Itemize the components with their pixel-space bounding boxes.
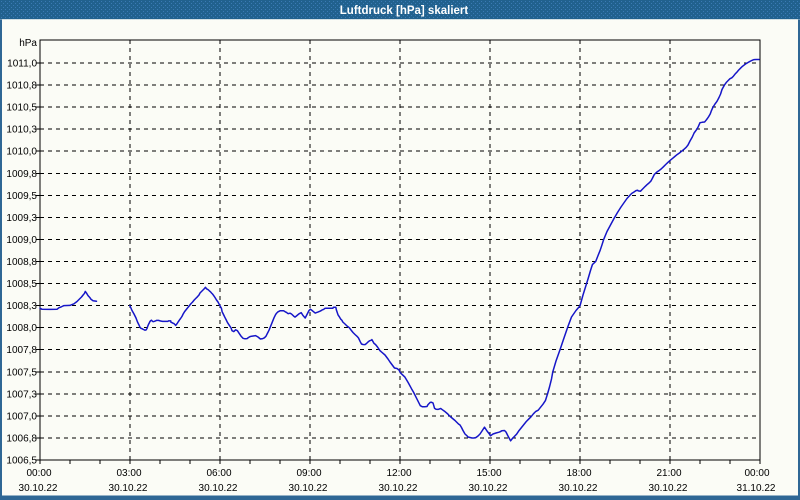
svg-text:1009,5: 1009,5	[6, 191, 37, 202]
svg-text:1010,3: 1010,3	[6, 125, 37, 136]
svg-text:21:00: 21:00	[656, 468, 681, 479]
svg-text:30.10.22: 30.10.22	[199, 483, 238, 494]
svg-text:30.10.22: 30.10.22	[649, 483, 688, 494]
svg-text:15:00: 15:00	[476, 468, 501, 479]
svg-text:1011,0: 1011,0	[7, 59, 37, 70]
svg-text:1008,8: 1008,8	[6, 257, 37, 268]
svg-text:1007,3: 1007,3	[6, 389, 37, 400]
svg-text:30.10.22: 30.10.22	[559, 483, 598, 494]
svg-text:Luftdruck [hPa] skaliert: Luftdruck [hPa] skaliert	[340, 5, 469, 17]
svg-text:1010,5: 1010,5	[6, 103, 37, 114]
svg-text:1007,8: 1007,8	[6, 345, 37, 356]
svg-text:09:00: 09:00	[296, 468, 321, 479]
svg-text:30.10.22: 30.10.22	[289, 483, 328, 494]
svg-text:1007,5: 1007,5	[6, 367, 37, 378]
svg-text:1007,0: 1007,0	[6, 411, 37, 422]
svg-text:30.10.22: 30.10.22	[19, 483, 58, 494]
svg-text:1009,0: 1009,0	[6, 235, 37, 246]
svg-text:1009,3: 1009,3	[6, 213, 37, 224]
svg-text:12:00: 12:00	[386, 468, 411, 479]
svg-text:00:00: 00:00	[744, 468, 769, 479]
svg-text:30.10.22: 30.10.22	[379, 483, 418, 494]
svg-text:30.10.22: 30.10.22	[109, 483, 148, 494]
svg-text:1008,3: 1008,3	[6, 301, 37, 312]
svg-text:1010,0: 1010,0	[6, 147, 37, 158]
svg-text:1010,8: 1010,8	[6, 81, 37, 92]
svg-text:1008,0: 1008,0	[6, 323, 37, 334]
svg-text:1008,5: 1008,5	[6, 279, 37, 290]
svg-text:1006,5: 1006,5	[6, 456, 37, 467]
svg-text:hPa: hPa	[19, 38, 37, 49]
svg-text:18:00: 18:00	[566, 468, 591, 479]
svg-text:03:00: 03:00	[116, 468, 141, 479]
svg-text:06:00: 06:00	[206, 468, 231, 479]
svg-text:30.10.22: 30.10.22	[469, 483, 508, 494]
svg-text:1009,8: 1009,8	[6, 169, 37, 180]
svg-text:31.10.22: 31.10.22	[737, 483, 776, 494]
svg-text:00:00: 00:00	[26, 468, 51, 479]
svg-text:1006,8: 1006,8	[6, 433, 37, 444]
